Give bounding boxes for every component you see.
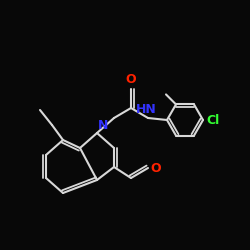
Text: Cl: Cl <box>206 114 219 126</box>
Text: O: O <box>150 162 160 174</box>
Text: N: N <box>98 119 108 132</box>
Text: HN: HN <box>136 103 156 116</box>
Text: O: O <box>126 73 136 86</box>
